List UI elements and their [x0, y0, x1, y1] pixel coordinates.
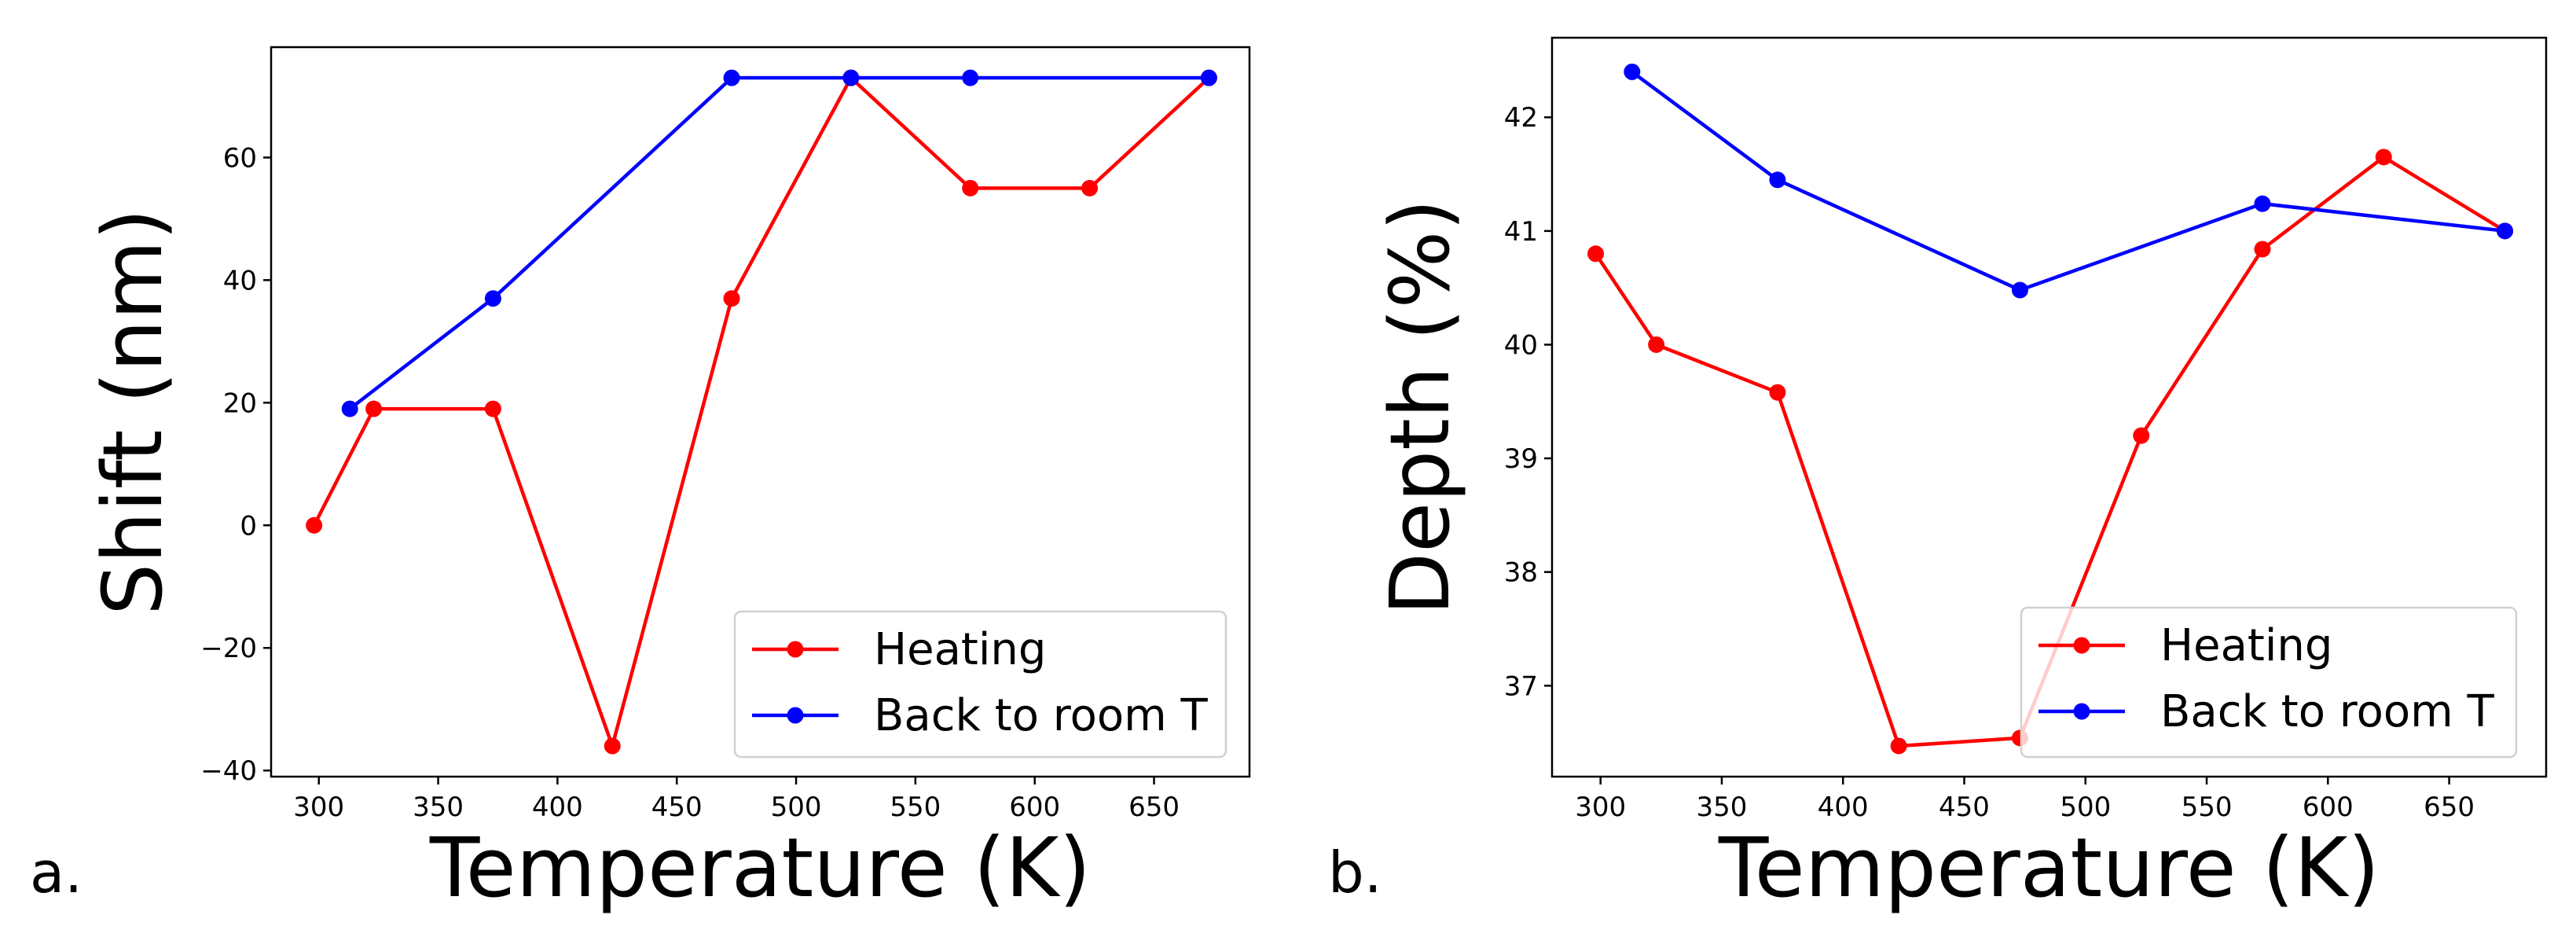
- x-tick-label: 300: [293, 792, 344, 823]
- y-tick-label: 40: [223, 265, 257, 296]
- data-point-heating: [1890, 737, 1907, 755]
- chart-b: 300 350 400 450 500 550 600 650 37 38 39 40 41 42 Temp…: [1372, 36, 2548, 916]
- data-point-back-to-room-t: [1624, 63, 1641, 80]
- x-tick-label: 450: [651, 792, 703, 823]
- panel-label-b: b.: [1328, 840, 1382, 906]
- legend-marker: [2073, 637, 2090, 654]
- y-tick-label: 39: [1504, 443, 1538, 475]
- x-tick-label: 450: [1939, 792, 1990, 823]
- data-point-back-to-room-t: [2254, 195, 2271, 212]
- legend-label: Heating: [2160, 620, 2332, 671]
- x-tick-label: 300: [1575, 792, 1626, 823]
- x-tick-label: 550: [890, 792, 941, 823]
- data-point-heating: [1587, 245, 1605, 263]
- plot-frame: [1550, 36, 2548, 778]
- data-point-back-to-room-t: [341, 400, 358, 417]
- data-point-heating: [484, 400, 501, 417]
- data-point-back-to-room-t: [1769, 171, 1786, 189]
- x-tick-label: 350: [1697, 792, 1748, 823]
- x-tick-label: 400: [532, 792, 583, 823]
- series-line-back-to-room-t: [348, 75, 1209, 410]
- x-tick-label: 600: [2303, 792, 2354, 823]
- legend-box: [2020, 606, 2518, 759]
- x-tick-label: 650: [2424, 792, 2475, 823]
- data-point-heating: [365, 400, 383, 417]
- legend-marker: [787, 641, 804, 658]
- data-point-back-to-room-t: [842, 69, 860, 86]
- y-tick-label: −40: [200, 755, 257, 787]
- x-axis-title: Temperature (K): [1718, 820, 2380, 916]
- chart-a: 300 350 400 450 500 550 600 650 −40 −20 0 20 40 60 Tem…: [85, 46, 1251, 916]
- y-tick-label: 60: [223, 142, 257, 174]
- legend-box: [733, 610, 1227, 759]
- data-point-heating: [1648, 336, 1665, 353]
- data-point-back-to-room-t: [1200, 69, 1217, 86]
- data-point-heating: [306, 516, 323, 534]
- data-point-heating: [723, 290, 740, 307]
- data-point-back-to-room-t: [962, 69, 979, 86]
- y-tick-label: −20: [200, 633, 257, 664]
- data-point-back-to-room-t: [484, 290, 501, 307]
- data-point-back-to-room-t: [2011, 281, 2028, 299]
- x-tick-label: 400: [1818, 792, 1869, 823]
- series-line-back-to-room-t: [1631, 70, 2505, 292]
- y-tick-label: 0: [240, 510, 257, 542]
- plot-frame: [270, 46, 1251, 778]
- data-point-heating: [2254, 241, 2271, 258]
- y-tick-label: 40: [1504, 329, 1538, 361]
- data-point-back-to-room-t: [2497, 222, 2514, 240]
- data-point-heating: [2133, 427, 2150, 444]
- y-tick-label: 41: [1504, 216, 1538, 248]
- x-axis-title: Temperature (K): [429, 820, 1091, 916]
- y-axis-title: Depth (%): [1372, 199, 1468, 615]
- x-tick-label: 650: [1128, 792, 1180, 823]
- data-point-heating: [1769, 384, 1786, 401]
- y-tick-label: 20: [223, 388, 257, 419]
- legend-label: Back to room T: [2160, 686, 2494, 737]
- x-tick-label: 500: [2060, 792, 2111, 823]
- data-point-back-to-room-t: [723, 69, 740, 86]
- panel-label-a: a.: [30, 840, 83, 906]
- data-point-heating: [2375, 149, 2392, 166]
- legend-marker: [787, 707, 804, 724]
- x-tick-label: 600: [1009, 792, 1060, 823]
- y-tick-label: 42: [1504, 102, 1538, 134]
- x-tick-label: 550: [2182, 792, 2233, 823]
- data-point-heating: [604, 737, 621, 755]
- y-tick-label: 37: [1504, 671, 1538, 702]
- data-point-heating: [1081, 179, 1099, 197]
- legend-label: Heating: [874, 624, 1046, 675]
- x-tick-label: 350: [413, 792, 464, 823]
- legend-label: Back to room T: [874, 690, 1208, 741]
- y-axis-title: Shift (nm): [85, 208, 181, 615]
- y-tick-label: 38: [1504, 557, 1538, 589]
- data-point-heating: [962, 179, 979, 197]
- legend-marker: [2073, 703, 2090, 720]
- x-tick-label: 500: [771, 792, 822, 823]
